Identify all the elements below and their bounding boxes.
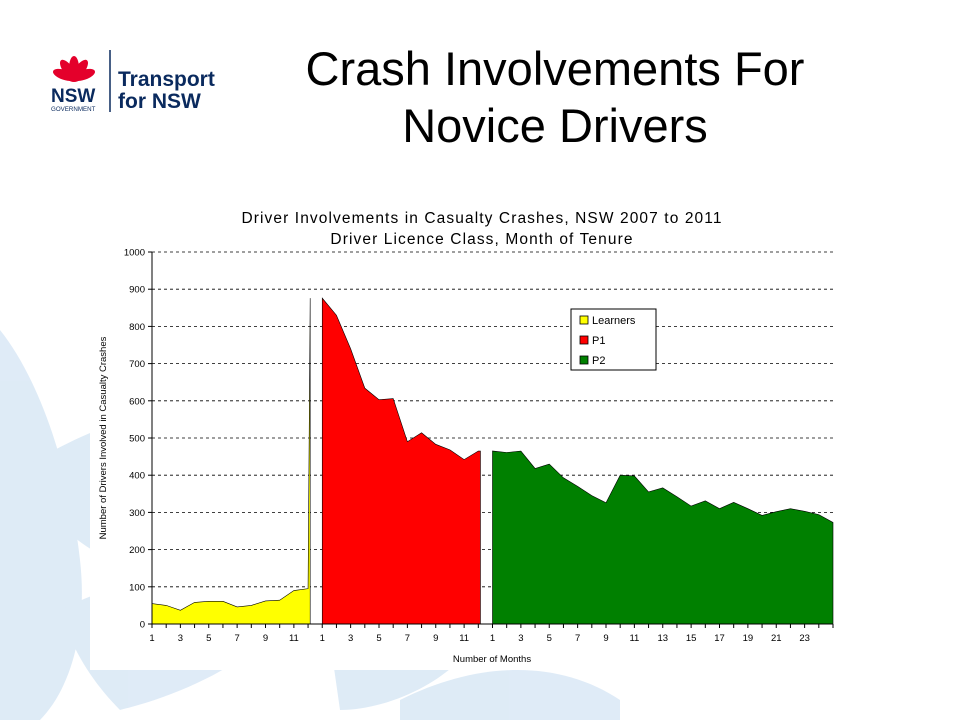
y-tick-label: 800 — [129, 322, 145, 333]
x-tick-label: 3 — [518, 633, 523, 644]
legend-swatch-learners — [579, 315, 589, 325]
x-tick-label: 11 — [459, 633, 469, 644]
x-tick-label: 1 — [320, 633, 325, 644]
y-tick-label: 500 — [129, 434, 145, 445]
y-tick-label: 400 — [129, 471, 145, 482]
x-tick-label: 1 — [490, 633, 495, 644]
y-tick-labels: 0 100 200 300 400 500 600 700 800 900 1000 — [124, 248, 145, 631]
slide-title-line1: Crash Involvements For — [305, 42, 805, 95]
transport-for-nsw-logo: NSW GOVERNMENT Transport for NSW — [51, 50, 215, 113]
legend-label-p1: P1 — [592, 335, 605, 347]
series-area-p2 — [492, 450, 834, 625]
x-tick-label: 11 — [629, 633, 639, 644]
x-tick-label: 9 — [263, 633, 268, 644]
y-tick-label: 200 — [129, 545, 145, 556]
x-tick-label: 7 — [234, 633, 239, 644]
x-tick-label: 23 — [799, 633, 810, 644]
x-tick-label: 5 — [547, 633, 552, 644]
x-tick-label: 7 — [575, 633, 580, 644]
x-tick-label: 15 — [686, 633, 697, 644]
logo-nsw-word: NSW — [51, 86, 95, 107]
logo-brand-line1: Transport — [118, 68, 215, 91]
x-tick-label: 5 — [376, 633, 381, 644]
chart-title-line1: Driver Involvements in Casualty Crashes,… — [241, 210, 722, 227]
y-tick-label: 1000 — [124, 248, 145, 259]
x-tick-label: 3 — [348, 633, 353, 644]
y-axis-label: Number of Drivers Involved in Casualty C… — [98, 336, 109, 539]
chart-title-line2: Driver Licence Class, Month of Tenure — [330, 231, 633, 248]
x-tick-label: 1 — [149, 633, 154, 644]
y-tick-label: 900 — [129, 285, 145, 296]
gridlines — [148, 251, 833, 625]
waratah-flower-icon — [52, 56, 96, 82]
x-tick-label: 19 — [743, 633, 754, 644]
logo-brand-line2: for NSW — [118, 90, 201, 113]
y-tick-label: 700 — [129, 359, 145, 370]
x-tick-label: 17 — [714, 633, 725, 644]
series-area-learners — [151, 298, 311, 625]
logo-government-word: GOVERNMENT — [51, 106, 96, 113]
x-tick-label: 13 — [657, 633, 668, 644]
x-tick-labels: 1 3 5 7 9 11 1 3 5 7 9 11 1 3 5 7 9 11 13 15 17 19 21 23 — [149, 633, 810, 644]
x-tick-label: 9 — [433, 633, 438, 644]
legend-swatch-p1 — [579, 335, 589, 345]
legend-label-p2: P2 — [592, 355, 605, 367]
x-tick-label: 3 — [178, 633, 183, 644]
axes — [151, 252, 834, 628]
series-areas — [151, 297, 834, 625]
y-tick-label: 300 — [129, 508, 145, 519]
x-tick-label: 21 — [771, 633, 782, 644]
y-tick-label: 100 — [129, 582, 145, 593]
legend: Learners P1 P2 — [570, 308, 657, 371]
series-area-p1 — [321, 297, 481, 625]
slide-title: Crash Involvements For Novice Drivers — [250, 40, 860, 154]
x-tick-label: 7 — [405, 633, 410, 644]
x-axis-label: Number of Months — [453, 654, 531, 665]
x-tick-label: 11 — [289, 633, 299, 644]
y-tick-label: 600 — [129, 396, 145, 407]
x-tick-label: 5 — [206, 633, 211, 644]
y-tick-label: 0 — [140, 620, 145, 631]
x-tick-label: 9 — [603, 633, 608, 644]
slide-title-line2: Novice Drivers — [402, 99, 708, 152]
legend-label-learners: Learners — [592, 315, 636, 327]
legend-swatch-p2 — [579, 355, 589, 365]
